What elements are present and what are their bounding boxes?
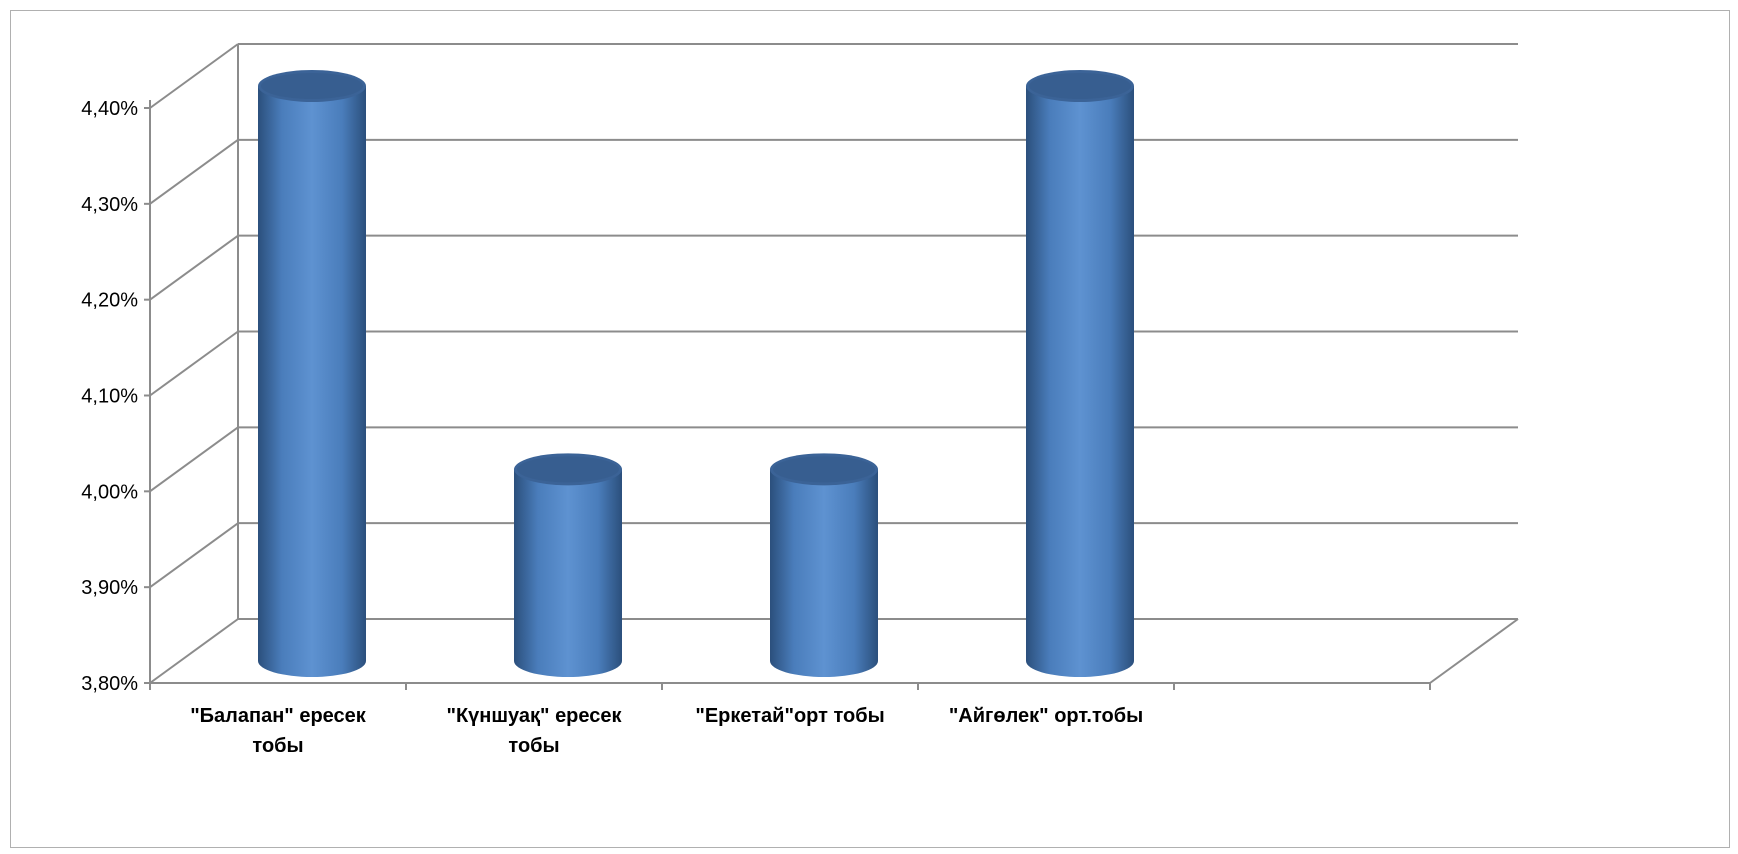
y-axis-ticks: 3,80% 3,90% 4,00% 4,10% 4,20% 4,30% 4,40% [81,98,150,695]
y-tick-label: 3,80% [81,673,138,695]
bar-body [258,86,366,677]
bar-top-inner [1029,73,1131,99]
x-tick-label-line: "Балапан" ересек [190,705,367,727]
gridline-diagonal [149,139,239,205]
x-tick-label-line: "Күншуақ" ересек [446,705,622,727]
x-tick-label-line: тобы [252,735,303,757]
gridline-diagonal [149,43,239,109]
gridline-diagonal [149,234,239,301]
y-tick-label: 4,20% [81,290,138,312]
bar-4 [1026,70,1134,677]
bar-body [770,469,878,677]
bar-top-inner [517,456,619,483]
bar-1 [258,70,366,677]
bars [258,70,1134,677]
gridline-diagonal [149,522,239,588]
floor-right-edge [1429,618,1519,684]
bar-body [514,469,622,677]
y-tick-label: 4,30% [81,194,138,216]
x-axis-ticks: "Балапан" ересек тобы "Күншуақ" ересек тобы… [149,683,1431,757]
gridline-diagonal [149,426,239,493]
x-tick-label-line: тобы [508,735,559,757]
x-tick-label-line: "Еркетай"орт тобы [695,705,884,727]
gridline-diagonal [149,618,239,684]
bar-body [1026,86,1134,677]
y-tick-label: 4,10% [81,386,138,408]
y-tick-label: 4,40% [81,98,138,120]
x-tick-label: "Балапан" ересек тобы [190,705,367,757]
x-tick-label: "Еркетай"орт тобы [695,705,884,727]
bar-2 [514,453,622,677]
x-tick-label: "Айгөлек" орт.тобы [949,705,1143,727]
bar-3 [770,453,878,677]
y-tick-label: 4,00% [81,481,138,503]
x-tick-label: "Күншуақ" ересек тобы [446,705,622,757]
bar-top-inner [773,456,875,483]
axes [149,100,1430,684]
gridline-diagonal [149,330,239,397]
y-tick-label: 3,90% [81,577,138,599]
x-tick-label-line: "Айгөлек" орт.тобы [949,705,1143,727]
bar-top-inner [261,73,363,99]
